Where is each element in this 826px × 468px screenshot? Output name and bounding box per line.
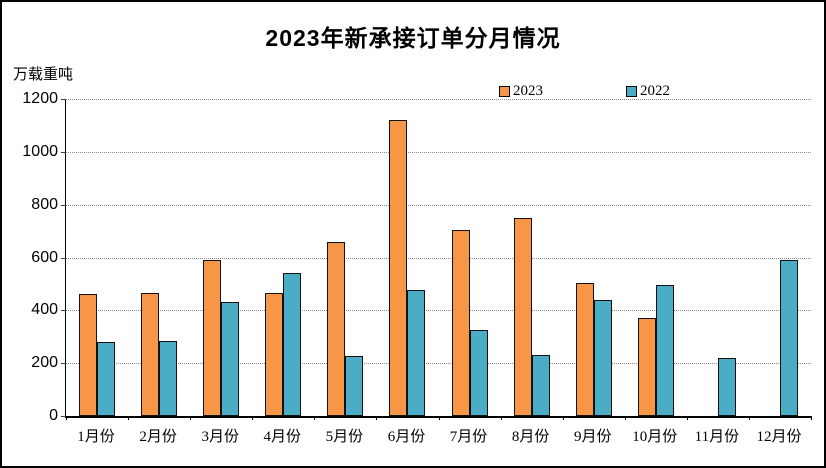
y-axis-tick-1000 [61, 151, 66, 153]
bar-2022-9月份 [593, 300, 612, 416]
x-axis-tick-5 [376, 416, 378, 420]
legend-swatch-2023 [499, 85, 510, 97]
bar-2022-4月份 [283, 272, 302, 416]
x-axis-tick-9 [624, 416, 626, 420]
bar-2023-3月份 [203, 260, 222, 416]
x-axis-tick-4 [314, 416, 316, 420]
bar-2023-10月份 [637, 318, 656, 416]
x-tick-label-11月份: 11月份 [694, 429, 740, 445]
bar-2022-6月份 [407, 289, 426, 416]
bar-2023-7月份 [451, 229, 470, 416]
y-axis-tick-200 [61, 363, 66, 365]
bar-2022-5月份 [345, 355, 364, 416]
x-tick-label-5月份: 5月份 [325, 429, 364, 445]
x-axis-tick-8 [562, 416, 564, 420]
x-axis-tick-12 [811, 416, 812, 420]
bar-2023-1月份 [79, 294, 98, 416]
x-tick-label-9月份: 9月份 [573, 429, 612, 445]
bar-2022-3月份 [221, 302, 240, 416]
legend-entry-2022: 2022 [626, 83, 670, 99]
x-axis-tick-6 [438, 416, 440, 420]
y-tick-label-200: 200 [31, 354, 58, 372]
y-tick-label-1000: 1000 [22, 142, 58, 160]
plot-area [61, 99, 812, 420]
legend-label-2022: 2022 [640, 83, 670, 99]
x-tick-label-2月份: 2月份 [139, 429, 177, 445]
bar-2022-1月份 [97, 342, 116, 416]
x-axis-tick-7 [500, 416, 502, 420]
x-tick-label-6月份: 6月份 [387, 429, 426, 445]
gridline-800 [66, 204, 811, 206]
bar-2023-2月份 [141, 293, 160, 416]
y-axis-tick-1200 [61, 99, 66, 100]
y-axis-tick-800 [61, 204, 66, 206]
gridline-1200 [66, 99, 811, 100]
bar-2023-9月份 [575, 283, 594, 416]
y-tick-label-800: 800 [31, 195, 58, 213]
x-axis-tick-11 [748, 416, 750, 420]
gridline-600 [66, 257, 811, 259]
legend-entry-2023: 2023 [499, 83, 543, 99]
bar-2022-10月份 [655, 284, 674, 416]
bar-2022-11月份 [717, 357, 736, 416]
y-tick-label-0: 0 [49, 407, 58, 424]
bar-2022-8月份 [531, 354, 550, 416]
x-axis-tick-10 [686, 416, 688, 420]
x-tick-label-1月份: 1月份 [77, 429, 115, 445]
gridline-1000 [66, 151, 811, 153]
x-tick-label-12月份: 12月份 [756, 429, 802, 445]
x-axis-tick-2 [190, 416, 192, 420]
y-axis-tick-600 [61, 257, 66, 259]
y-tick-label-1200: 1200 [22, 90, 58, 107]
x-axis-tick-1 [128, 416, 130, 420]
y-axis-unit-label: 万载重吨 [13, 66, 74, 83]
gridline-400 [66, 310, 811, 312]
y-axis-tick-400 [61, 310, 66, 312]
bar-2022-2月份 [159, 341, 178, 416]
y-axis-tick-0 [61, 416, 66, 417]
x-tick-label-4月份: 4月份 [263, 429, 302, 445]
x-tick-label-8月份: 8月份 [511, 429, 550, 445]
bar-2022-7月份 [469, 330, 488, 416]
y-tick-label-400: 400 [31, 301, 58, 319]
bar-2023-4月份 [265, 292, 284, 416]
legend-label-2023: 2023 [513, 83, 543, 99]
legend: 2023 2022 [2, 83, 824, 99]
legend-swatch-2022 [626, 85, 637, 97]
x-axis-tick-3 [252, 416, 254, 420]
bar-2022-12月份 [779, 260, 798, 416]
bar-2023-8月份 [513, 217, 532, 416]
x-axis-tick-0 [66, 416, 67, 420]
x-tick-label-10月份: 10月份 [632, 429, 678, 445]
bar-2023-5月份 [327, 242, 346, 416]
x-tick-label-7月份: 7月份 [449, 429, 488, 445]
x-tick-label-3月份: 3月份 [201, 429, 239, 445]
y-tick-label-600: 600 [31, 248, 58, 266]
gridline-200 [66, 363, 811, 365]
bar-2023-6月份 [389, 119, 408, 416]
chart-title: 2023年新承接订单分月情况 [265, 25, 561, 51]
